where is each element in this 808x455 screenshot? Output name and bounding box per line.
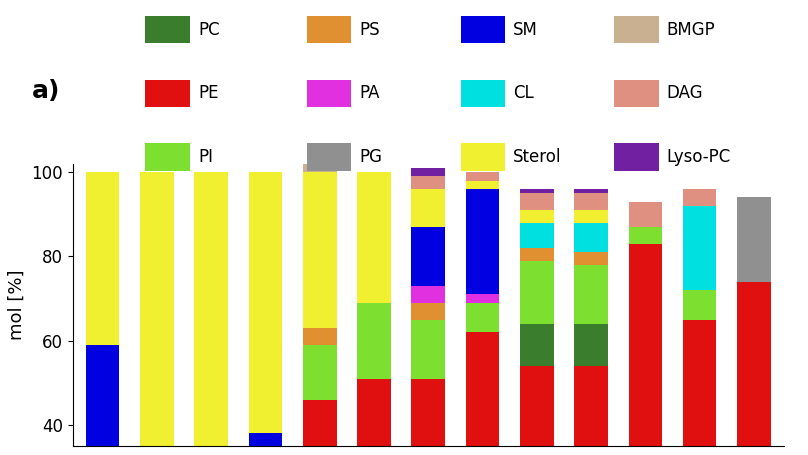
Bar [520, 248, 553, 261]
Y-axis label: mol [%]: mol [%] [8, 270, 26, 340]
Bar [574, 366, 608, 455]
Bar [411, 168, 445, 177]
Bar [520, 223, 553, 248]
Text: Lyso-PC: Lyso-PC [667, 148, 731, 166]
Bar [574, 189, 608, 193]
Bar [683, 189, 717, 206]
Bar [411, 227, 445, 286]
Bar [465, 181, 499, 189]
Bar [520, 189, 553, 193]
Bar [574, 193, 608, 210]
Bar [303, 399, 336, 455]
Bar [411, 379, 445, 455]
Text: PC: PC [198, 20, 220, 39]
Bar [303, 160, 336, 172]
Bar [411, 177, 445, 189]
Bar [520, 261, 553, 324]
Text: Sterol: Sterol [513, 148, 562, 166]
Bar [629, 244, 663, 455]
Bar [629, 227, 663, 244]
Text: PG: PG [360, 148, 382, 166]
Bar [520, 193, 553, 210]
Bar [737, 282, 771, 455]
Bar [737, 197, 771, 282]
Text: a): a) [32, 79, 61, 103]
Bar [574, 210, 608, 223]
Bar [249, 172, 282, 433]
Bar [683, 319, 717, 455]
Bar [303, 328, 336, 345]
Bar [520, 366, 553, 455]
Bar [411, 303, 445, 319]
Bar [86, 172, 120, 345]
Bar [411, 319, 445, 379]
Bar [574, 265, 608, 324]
Text: SM: SM [513, 20, 538, 39]
Bar [140, 172, 174, 455]
Bar [520, 324, 553, 366]
Bar [357, 303, 391, 379]
Bar [465, 172, 499, 181]
Bar [249, 433, 282, 455]
Bar [465, 332, 499, 455]
Bar [520, 210, 553, 223]
Text: CL: CL [513, 84, 534, 102]
Bar [629, 202, 663, 227]
Bar [194, 172, 228, 455]
Bar [86, 345, 120, 455]
Text: PI: PI [198, 148, 213, 166]
Bar [303, 345, 336, 399]
Bar [465, 189, 499, 294]
Bar [465, 294, 499, 303]
Bar [411, 286, 445, 303]
Text: BMGP: BMGP [667, 20, 715, 39]
Bar [683, 290, 717, 319]
Bar [683, 206, 717, 290]
Bar [465, 303, 499, 332]
Bar [357, 379, 391, 455]
Bar [574, 324, 608, 366]
Bar [574, 223, 608, 252]
Bar [303, 172, 336, 328]
Text: PS: PS [360, 20, 381, 39]
Bar [411, 189, 445, 227]
Text: PE: PE [198, 84, 218, 102]
Bar [574, 252, 608, 265]
Bar [357, 172, 391, 303]
Text: DAG: DAG [667, 84, 703, 102]
Text: PA: PA [360, 84, 380, 102]
